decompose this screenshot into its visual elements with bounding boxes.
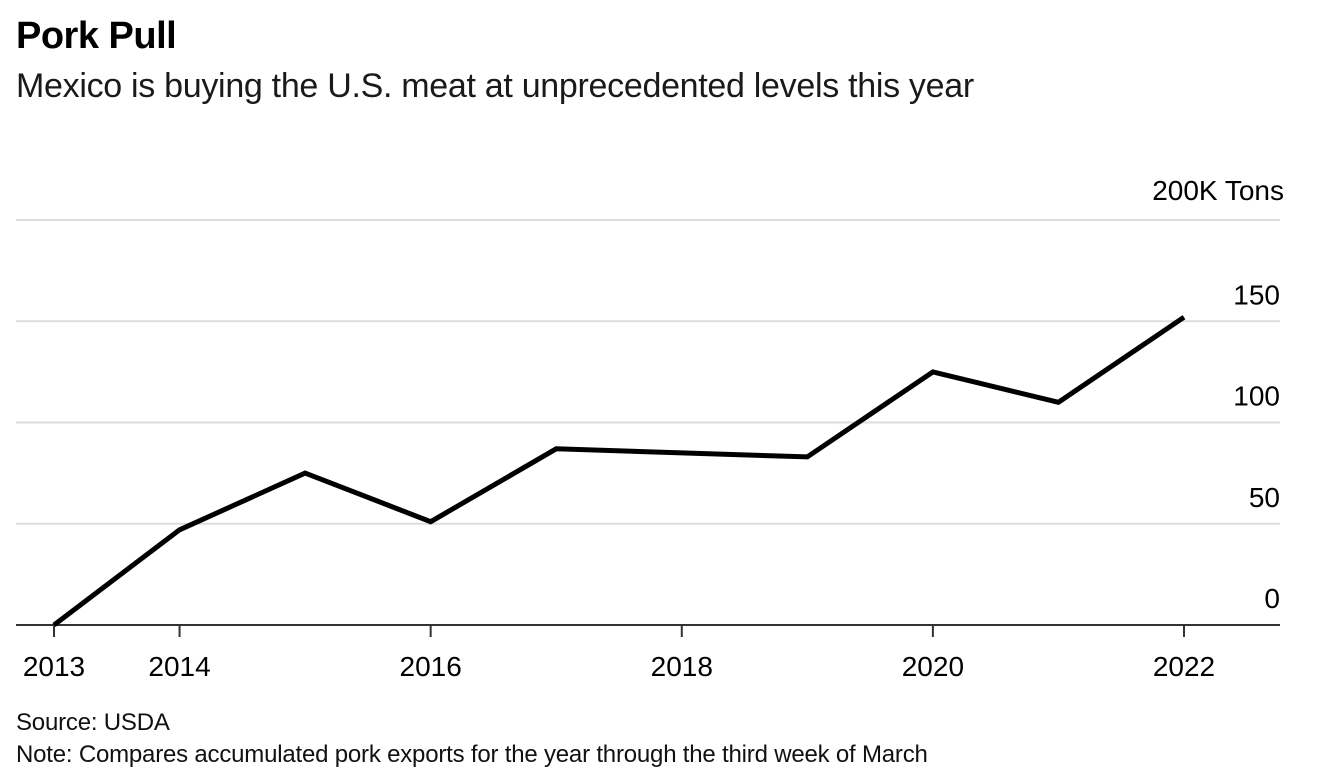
chart-subtitle: Mexico is buying the U.S. meat at unprec…	[16, 67, 974, 105]
x-tick-label-2013: 2013	[23, 651, 85, 682]
x-tick-label-2020: 2020	[902, 651, 964, 682]
x-axis	[16, 624, 1280, 637]
gridlines	[16, 219, 1280, 525]
y-tick-label-0: 0	[1264, 583, 1280, 614]
series-layer	[52, 315, 1186, 627]
x-axis-labels: 2013 2014 2016 2018 2020 2022	[23, 651, 1215, 682]
x-tick-label-2018: 2018	[651, 651, 713, 682]
source-note: Source: USDA	[16, 709, 170, 736]
x-tick-label-2022: 2022	[1153, 651, 1215, 682]
y-axis-labels: 0 50 100 150 200K Tons	[1152, 175, 1284, 614]
y-tick-label-50: 50	[1249, 482, 1280, 513]
y-tick-label-150: 150	[1233, 279, 1280, 310]
x-tick-label-2014: 2014	[148, 651, 210, 682]
series-line-0	[52, 315, 1186, 627]
chart-title: Pork Pull	[16, 15, 177, 57]
x-tick-label-2016: 2016	[400, 651, 462, 682]
footnote: Note: Compares accumulated pork exports …	[16, 741, 928, 768]
y-axis-unit-label: 200K Tons	[1152, 175, 1284, 206]
y-tick-label-100: 100	[1233, 381, 1280, 412]
